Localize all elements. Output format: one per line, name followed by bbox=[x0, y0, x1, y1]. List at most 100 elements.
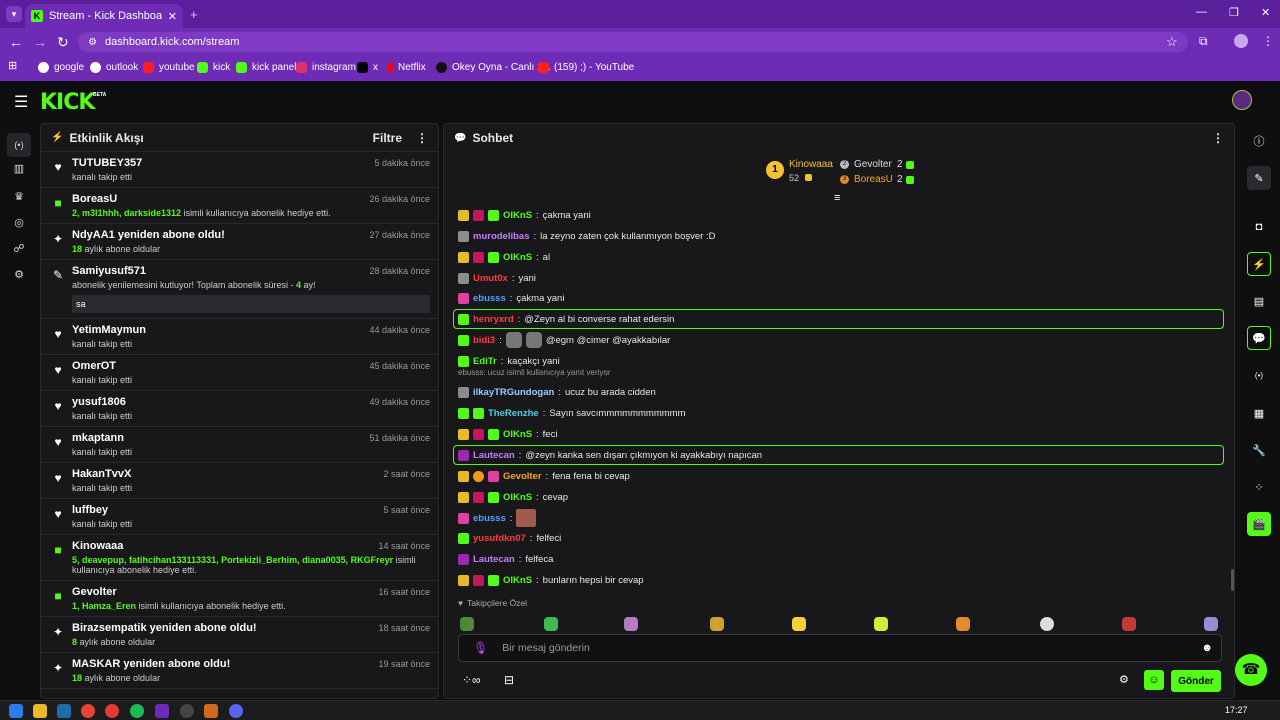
chat-username[interactable]: Umut0x bbox=[473, 272, 508, 284]
kick-emote-icon[interactable]: ☺ bbox=[1144, 670, 1164, 690]
activity-event[interactable]: ■ BoreasU 2, m3l1hhh, darkside1312 isimli … bbox=[41, 188, 438, 224]
chat-username[interactable]: murodelibas bbox=[473, 230, 530, 242]
new-tab-icon[interactable]: + bbox=[190, 7, 198, 22]
event-user[interactable]: Gevolter bbox=[72, 586, 117, 598]
close-window-icon[interactable]: ✕ bbox=[1261, 7, 1271, 19]
chat-settings-icon[interactable]: ⚙ bbox=[1119, 674, 1129, 686]
event-user[interactable]: TUTUBEY357 bbox=[72, 157, 143, 169]
emote-6[interactable] bbox=[874, 617, 888, 631]
emote-9[interactable] bbox=[1122, 617, 1136, 631]
store-icon[interactable]: ⊟ bbox=[504, 673, 515, 687]
nav-community-icon[interactable]: ☍ bbox=[13, 243, 25, 255]
nav-analytics-icon[interactable]: ▥ bbox=[13, 163, 25, 175]
profile-avatar[interactable] bbox=[1234, 34, 1248, 48]
discord-icon[interactable] bbox=[229, 704, 243, 718]
emote-7[interactable] bbox=[956, 617, 970, 631]
activity-event[interactable]: ✦ Birazsempatik yeniden abone oldu! 8 aylı… bbox=[41, 617, 438, 653]
activity-event[interactable]: ♥ OmerOT kanalı takip etti 45 dakika önce bbox=[41, 355, 438, 391]
layout-icon[interactable]: ▦ bbox=[1253, 407, 1265, 420]
quick-actions-icon[interactable]: ⚡ bbox=[1247, 252, 1271, 276]
activity-event[interactable]: ♥ mkaptann kanalı takip etti 51 dakika önce bbox=[41, 427, 438, 463]
collapse-leaderboard-icon[interactable]: ≡ bbox=[834, 192, 841, 204]
emote-10[interactable] bbox=[1204, 617, 1218, 631]
support-chat-icon[interactable]: ☎ bbox=[1235, 654, 1267, 686]
event-user[interactable]: YetimMaymun bbox=[72, 324, 146, 336]
activity-event[interactable]: ✦ MASKAR yeniden abone oldu! 18 aylık abon… bbox=[41, 653, 438, 689]
activity-event[interactable]: ✦ NdyAA1 yeniden abone oldu! 18 aylık abon… bbox=[41, 224, 438, 260]
activity-event[interactable]: ■ Gevolter 1, Hamza_Eren isimli kullanıcıy… bbox=[41, 581, 438, 617]
opera-icon[interactable] bbox=[105, 704, 119, 718]
spotify-icon[interactable] bbox=[130, 704, 144, 718]
chat-message[interactable]: OIKnS: al bbox=[458, 247, 550, 267]
chat-message[interactable]: Lautecan: @zeyn kanka sen dışarı çıkmıyon… bbox=[453, 445, 1224, 465]
reload-icon[interactable]: ↻ bbox=[57, 34, 69, 50]
bookmark-okey[interactable]: Okey Oyna - Canlı 1... bbox=[436, 58, 551, 76]
activity-event[interactable]: ■ Kinowaaa 5, deavepup, fatihcihan13311333… bbox=[41, 535, 438, 581]
chat-message[interactable]: ilkayTRGundogan: ucuz bu arada cidden bbox=[458, 382, 656, 402]
kick-logo[interactable]: KICK bbox=[40, 90, 95, 115]
activity-event[interactable]: ♥ luffbey kanalı takip etti 5 saat önce bbox=[41, 499, 438, 535]
emote-4[interactable] bbox=[710, 617, 724, 631]
chat-username[interactable]: OIKnS bbox=[503, 428, 533, 440]
emote-2[interactable] bbox=[544, 617, 558, 631]
activity-event[interactable]: ♥ yusuf1806 kanalı takip etti 49 dakika önc… bbox=[41, 391, 438, 427]
leader-1-name[interactable]: Kinowaaa bbox=[789, 159, 833, 170]
active-tab[interactable]: K Stream - Kick Dashboard ✕ bbox=[25, 4, 183, 28]
event-user[interactable]: luffbey bbox=[72, 504, 109, 516]
emoji-picker-icon[interactable]: ☻ bbox=[1201, 642, 1213, 654]
tab-list-button[interactable]: ▾ bbox=[6, 6, 22, 22]
event-user[interactable]: Birazsempatik yeniden abone oldu! bbox=[72, 622, 257, 634]
bookmark-kick-panel[interactable]: kick panel bbox=[236, 58, 296, 76]
chat-username[interactable]: Lautecan bbox=[473, 553, 515, 565]
bookmark-google[interactable]: google bbox=[38, 58, 84, 76]
activity-event[interactable]: ♥ YetimMaymun kanalı takip etti 44 dakika ö… bbox=[41, 319, 438, 355]
chat-username[interactable]: ebusss bbox=[473, 292, 506, 304]
event-user[interactable]: Kinowaaa bbox=[72, 540, 124, 552]
chat-message[interactable]: Umut0x: yani bbox=[458, 268, 536, 288]
steam-icon[interactable] bbox=[57, 704, 71, 718]
chat-username[interactable]: OIKnS bbox=[503, 209, 533, 221]
event-user[interactable]: NdyAA1 yeniden abone oldu! bbox=[72, 229, 225, 241]
steam-active-icon[interactable] bbox=[204, 704, 218, 718]
activity-more-icon[interactable]: ⋮ bbox=[416, 130, 428, 145]
bookmark-star-icon[interactable]: ☆ bbox=[1166, 34, 1178, 49]
chat-username[interactable]: EdiTr bbox=[473, 355, 497, 367]
chat-more-icon[interactable]: ⋮ bbox=[1212, 131, 1224, 145]
event-user[interactable]: mkaptann bbox=[72, 432, 124, 444]
emote-3[interactable] bbox=[624, 617, 638, 631]
user-avatar[interactable] bbox=[1232, 90, 1252, 110]
notes-icon[interactable]: ▤ bbox=[1253, 295, 1265, 308]
chat-message[interactable]: OIKnS: bunların hepsi bir cevap bbox=[458, 570, 644, 590]
event-user[interactable]: Samiyusuf571 bbox=[72, 265, 146, 277]
chat-message[interactable]: OIKnS: cevap bbox=[458, 487, 568, 507]
chat-username[interactable]: ilkayTRGundogan bbox=[473, 386, 555, 398]
close-tab-icon[interactable]: ✕ bbox=[167, 10, 177, 23]
bookmark-instagram[interactable]: instagram bbox=[296, 58, 356, 76]
info-icon[interactable]: ⓘ bbox=[1253, 136, 1265, 148]
nav-trophy-icon[interactable]: ♛ bbox=[14, 191, 24, 203]
camera-icon[interactable]: ◘ bbox=[1255, 221, 1263, 233]
filter-button[interactable]: Filtre bbox=[372, 130, 402, 145]
nav-clips-icon[interactable]: ◎ bbox=[14, 217, 24, 229]
leader-3-name[interactable]: BoreasU bbox=[854, 174, 893, 185]
broadcast-icon[interactable]: (•) bbox=[1254, 370, 1264, 380]
clapperboard-icon[interactable]: 🎬 bbox=[1247, 512, 1271, 536]
chat-message[interactable]: OIKnS: feci bbox=[458, 424, 557, 444]
microphone-icon[interactable]: 🎙 bbox=[473, 641, 489, 655]
back-icon[interactable]: ← bbox=[9, 34, 23, 50]
chat-username[interactable]: bidi3 bbox=[473, 334, 496, 346]
app-icon[interactable] bbox=[180, 704, 194, 718]
chat-username[interactable]: OIKnS bbox=[503, 491, 533, 503]
chat-message[interactable]: ebusss: bbox=[458, 508, 540, 528]
chat-scrollbar[interactable] bbox=[1231, 569, 1234, 591]
leader-2-name[interactable]: Gevolter bbox=[854, 159, 892, 170]
chat-message[interactable]: ebusss: çakma yani bbox=[458, 288, 564, 308]
minimize-icon[interactable]: — bbox=[1196, 6, 1207, 18]
site-info-icon[interactable]: ⚙ bbox=[88, 36, 97, 48]
chat-username[interactable]: Gevolter bbox=[503, 470, 542, 482]
chat-users-icon[interactable]: ⁘∞ bbox=[462, 673, 481, 687]
users-icon[interactable]: ⁘ bbox=[1254, 481, 1264, 494]
activity-event[interactable]: ✎ Samiyusuf571 abonelik yenilemesini kutlu… bbox=[41, 260, 438, 319]
chat-input[interactable]: 🎙 Bir mesaj gönderin ☻ bbox=[458, 634, 1222, 662]
start-icon[interactable] bbox=[9, 704, 23, 718]
